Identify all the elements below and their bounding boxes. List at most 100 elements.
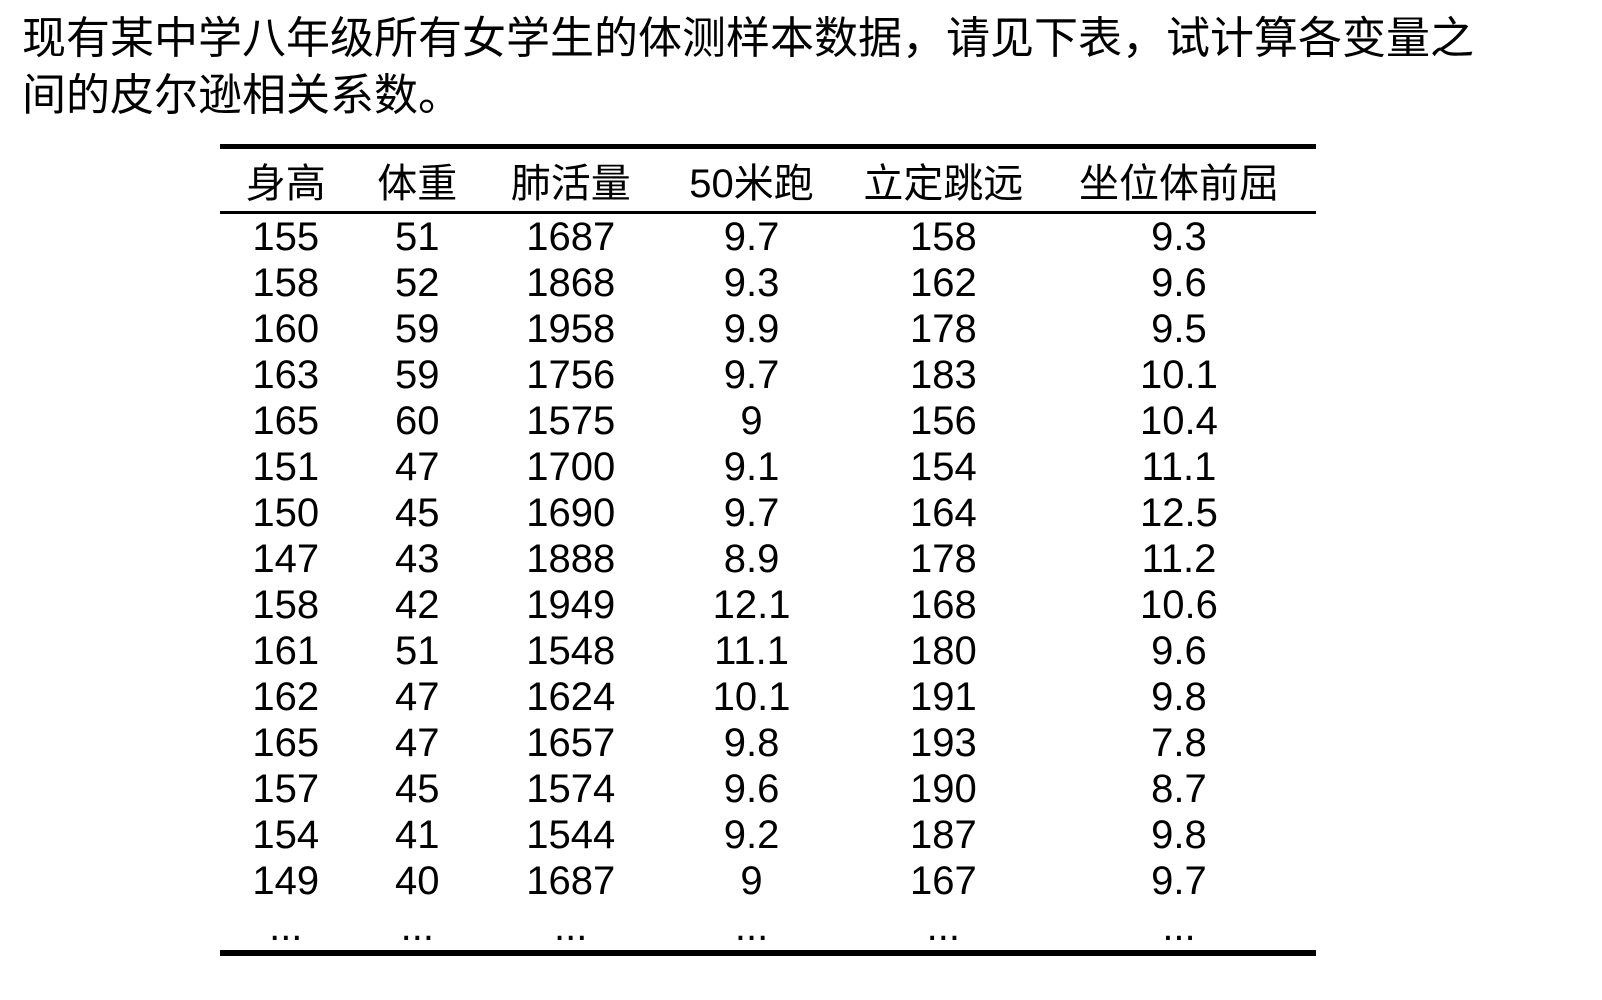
table-cell: 163 [252,353,320,397]
table-cell: 9 [740,859,763,903]
table-row: 165 47 1657 9.8 193 7.8 [220,720,1316,766]
table-cell: 9.7 [723,215,780,259]
table-cell: 59 [395,307,440,351]
table-cell: 191 [909,675,977,719]
table-cell: 51 [395,215,440,259]
table-cell: 9.9 [723,307,780,351]
table-ellipsis-row: .................. [220,904,1316,953]
table-cell: 7.8 [1151,721,1207,765]
table-cell: ... [400,905,434,949]
table-cell: 12.1 [712,583,791,627]
table-cell: 52 [395,261,440,305]
table-cell: 150 [252,491,320,535]
table-cell: 1574 [526,767,616,811]
column-header-standing-long-jump: 立定跳远 [844,146,1042,214]
column-header-sit-and-reach: 坐位体前屈 [1041,146,1316,214]
table-cell: 40 [395,859,440,903]
table-cell: 1949 [526,583,616,627]
table-row: 150 45 1690 9.7 164 12.5 [220,490,1316,536]
table-cell: 9.7 [723,353,780,397]
table-cell: 1687 [526,215,616,259]
table-cell: 9.8 [1151,675,1207,719]
column-header-lung-capacity: 肺活量 [483,146,659,214]
table-cell: 8.9 [723,537,780,581]
table-cell: 10.1 [712,675,791,719]
table-row: 161 51 1548 11.1 180 9.6 [220,628,1316,674]
table-row: 158 42 1949 12.1 168 10.6 [220,582,1316,628]
table-cell: 1575 [526,399,616,443]
table-cell: ... [734,905,769,949]
table-header-row: 身高 体重 肺活量 50米跑 立定跳远 坐位体前屈 [220,146,1316,214]
table-cell: 1687 [526,859,616,903]
table-row: 158 52 1868 9.3 162 9.6 [220,260,1316,306]
table-cell: 164 [909,491,977,535]
table-cell: 161 [252,629,320,673]
question-text: 现有某中学八年级所有女学生的体测样本数据，请见下表，试计算各变量之 间的皮尔逊相… [22,10,1582,124]
table-cell: 147 [252,537,320,581]
table-cell: 9.8 [723,721,780,765]
table-cell: 160 [252,307,320,351]
table-cell: 193 [909,721,977,765]
table-cell: 165 [252,399,320,443]
table-row: 154 41 1544 9.2 187 9.8 [220,812,1316,858]
column-header-weight: 体重 [351,146,484,214]
table-cell: 167 [909,859,977,903]
table-cell: 60 [395,399,440,443]
table-cell: 165 [252,721,320,765]
table-cell: 9.6 [1151,261,1207,305]
table-cell: 9.3 [723,261,780,305]
table-cell: 1548 [526,629,616,673]
fitness-data-table: 身高 体重 肺活量 50米跑 立定跳远 坐位体前屈 155 51 1687 9.7 15… [220,144,1316,956]
table-row: 151 47 1700 9.1 154 11.1 [220,444,1316,490]
column-header-50m-run: 50米跑 [658,146,845,214]
table-cell: 1690 [526,491,616,535]
table-cell: 47 [395,721,440,765]
table-cell: 11.1 [714,629,789,673]
table-cell: ... [269,905,303,949]
table-cell: 162 [252,675,320,719]
table-cell: 162 [909,261,977,305]
table-header: 身高 体重 肺活量 50米跑 立定跳远 坐位体前屈 [220,146,1316,214]
table-cell: 10.6 [1140,583,1218,627]
table-cell: 1756 [526,353,616,397]
table-cell: 149 [252,859,320,903]
table-cell: ... [554,905,588,949]
table-cell: 45 [395,491,440,535]
column-header-height: 身高 [220,146,352,214]
table-cell: 151 [252,445,320,489]
table-cell: 158 [252,261,320,305]
table-cell: 11.1 [1141,445,1217,489]
table-cell: 8.7 [1151,767,1207,811]
table-cell: 47 [395,445,440,489]
table-cell: 9.1 [723,445,780,489]
table-row: 147 43 1888 8.9 178 11.2 [220,536,1316,582]
table-cell: 9 [740,399,763,443]
table-cell: 1544 [526,813,616,857]
table-cell: 1868 [526,261,616,305]
table-row: 163 59 1756 9.7 183 10.1 [220,352,1316,398]
table-cell: 154 [909,445,977,489]
table-cell: 51 [395,629,440,673]
table-cell: 154 [252,813,320,857]
table-cell: 47 [395,675,440,719]
table-cell: 43 [395,537,440,581]
table-cell: 168 [909,583,977,627]
table-row: 162 47 1624 10.1 191 9.8 [220,674,1316,720]
table-cell: 1700 [526,445,616,489]
table-cell: 9.5 [1151,307,1207,351]
question-text-line-1: 现有某中学八年级所有女学生的体测样本数据，请见下表，试计算各变量之 [22,14,1474,63]
table-cell: 42 [395,583,440,627]
table-row: 157 45 1574 9.6 190 8.7 [220,766,1316,812]
table-cell: 9.3 [1151,215,1207,259]
table-cell: 1657 [526,721,616,765]
table-row: 165 60 1575 9 156 10.4 [220,398,1316,444]
table-cell: 9.2 [723,813,780,857]
question-text-line-2: 间的皮尔逊相关系数。 [22,71,462,120]
table-cell: 187 [909,813,977,857]
table-cell: 157 [252,767,320,811]
table-cell: 180 [909,629,977,673]
table-cell: 178 [909,307,977,351]
table-cell: 1624 [526,675,616,719]
table-cell: 9.7 [1151,859,1207,903]
